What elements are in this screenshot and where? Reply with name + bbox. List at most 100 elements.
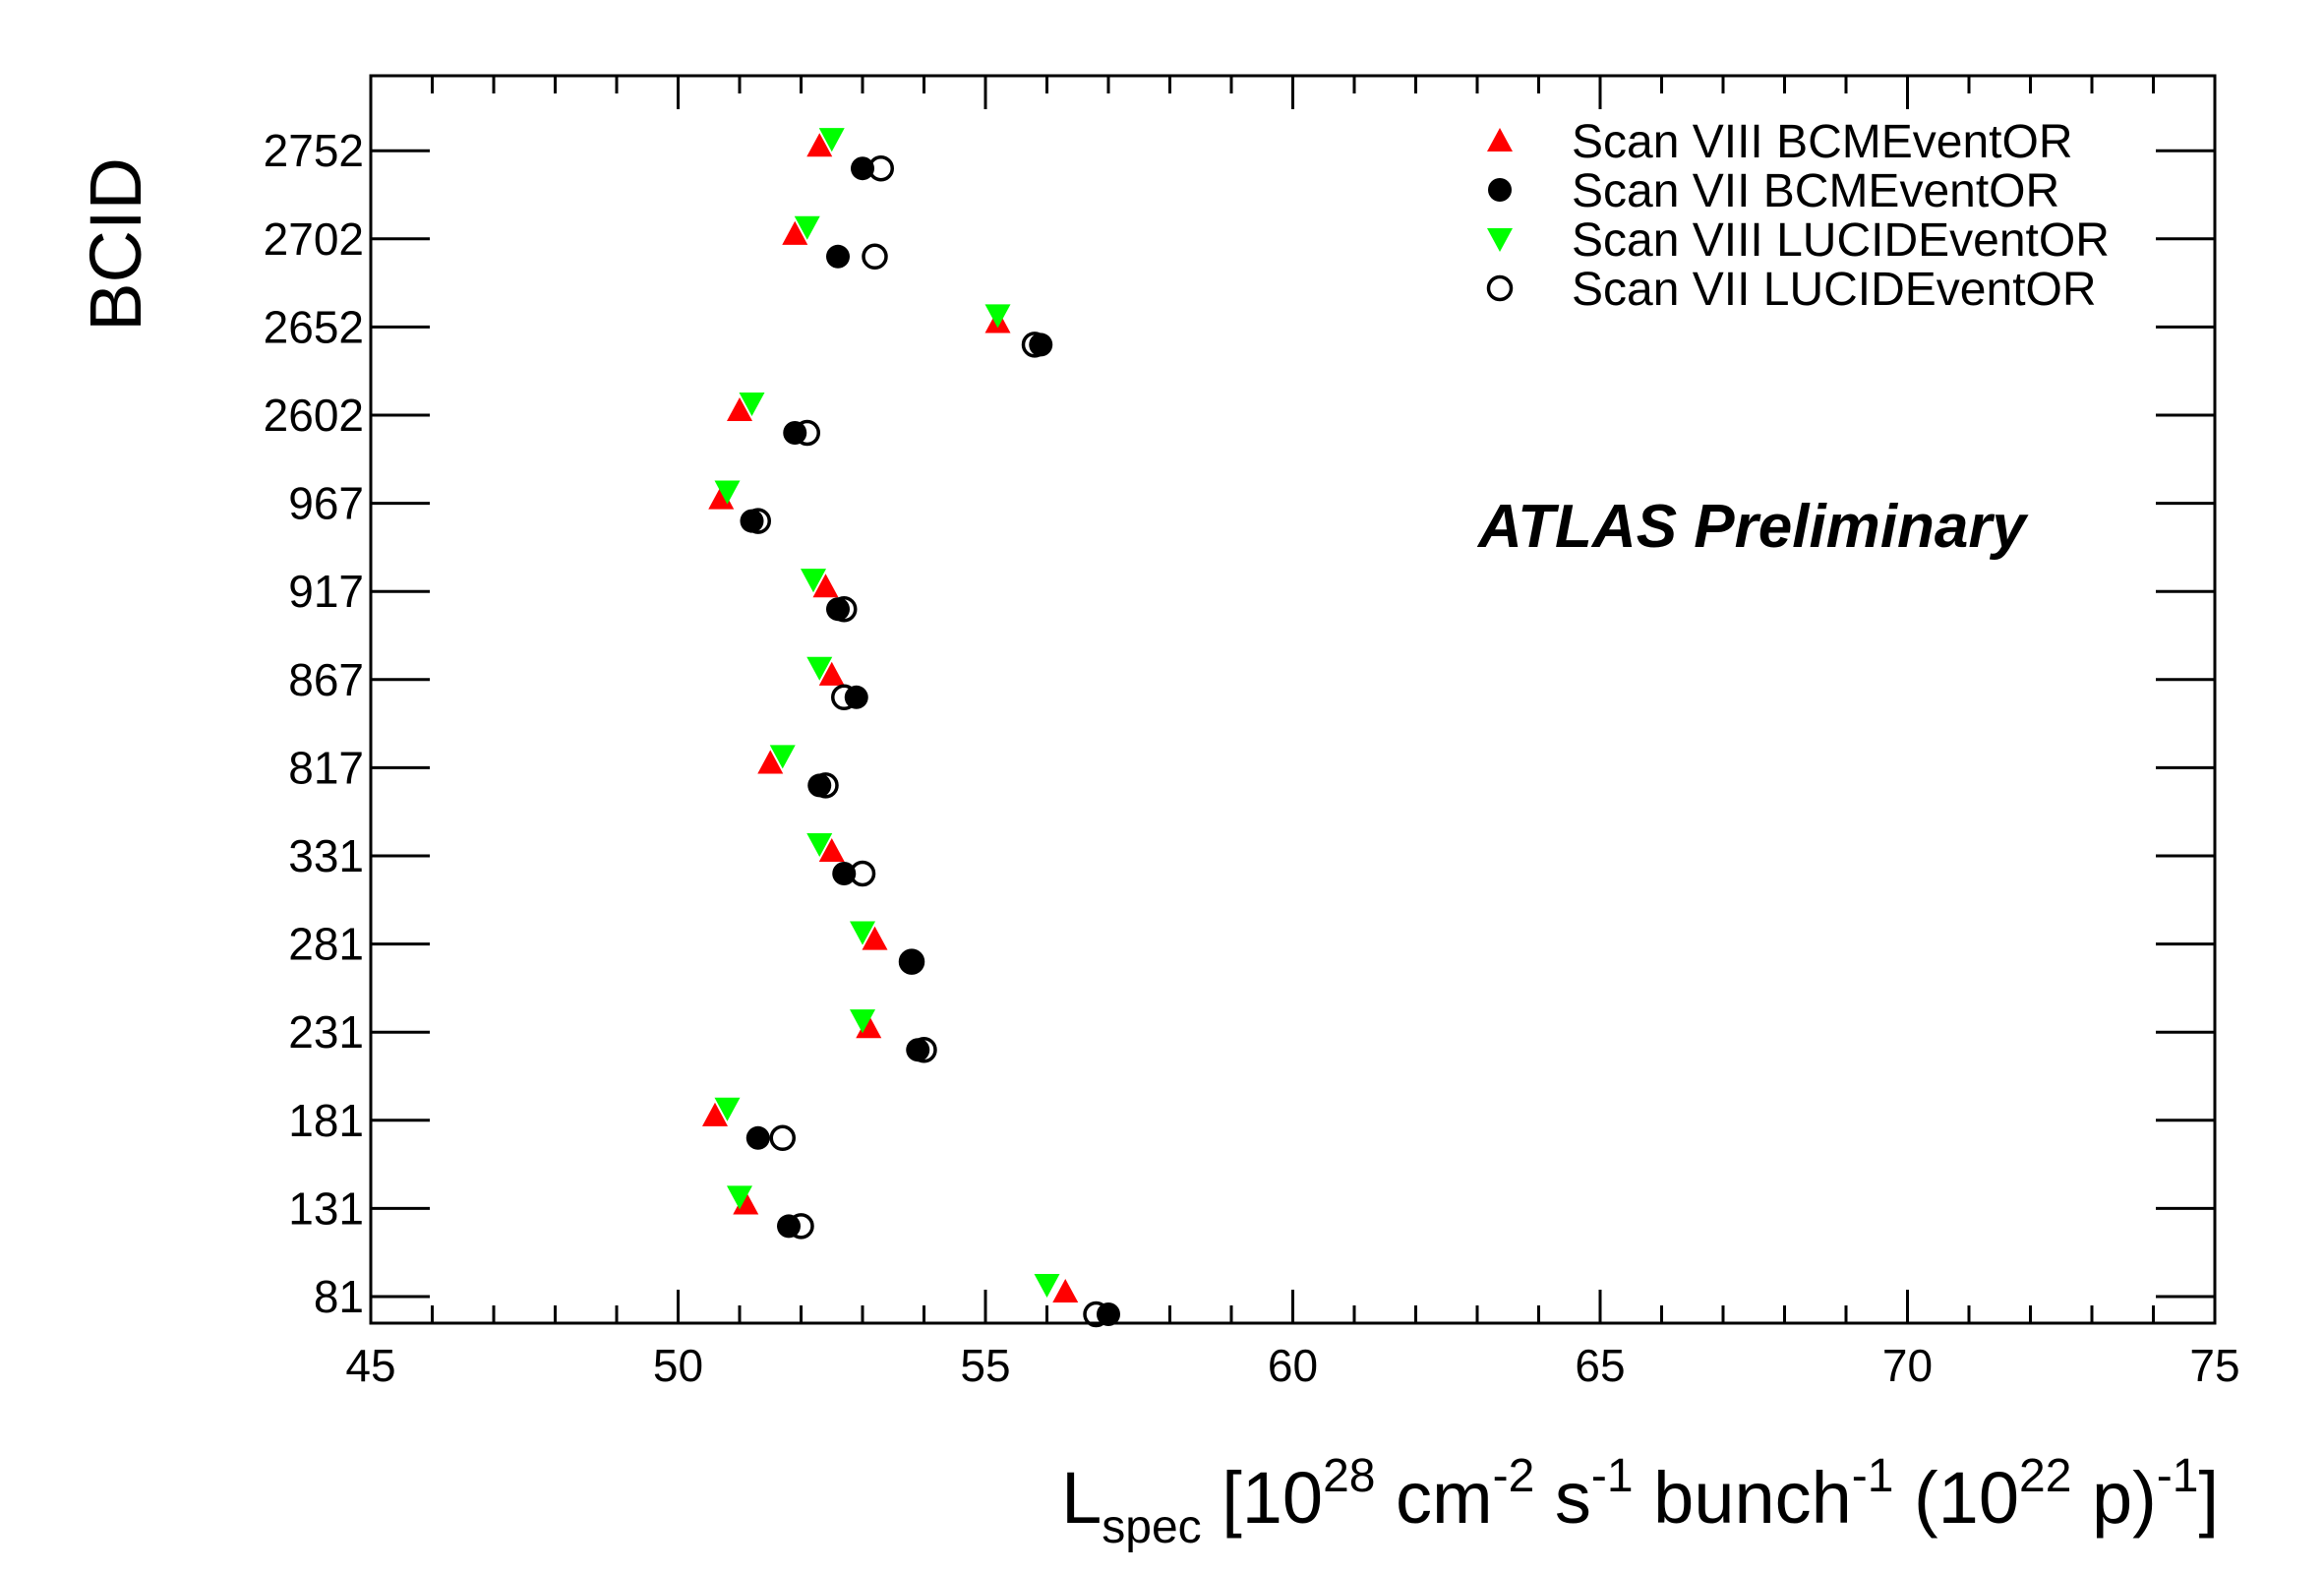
x-tick-label: 45 (345, 1340, 395, 1391)
data-point-circle-filled (851, 156, 874, 181)
legend-label: Scan VII LUCIDEventOR (1572, 264, 2097, 316)
x-title-p6: p) (2071, 1457, 2156, 1539)
x-title-p7: ] (2198, 1457, 2219, 1539)
data-point-circle-open (788, 1213, 814, 1240)
data-point-triangle-down (806, 656, 833, 681)
data-point-triangle-down (850, 1009, 875, 1034)
x-tick-label: 70 (1882, 1340, 1933, 1391)
data-point-circle-open (862, 243, 888, 271)
data-point-circle-open (831, 684, 858, 711)
x-title-p5: (10 (1893, 1457, 2019, 1539)
legend-label: Scan VIII LUCIDEventOR (1572, 214, 2110, 267)
data-point-circle-filled (1029, 333, 1053, 357)
y-tick-label: 2752 (264, 125, 364, 176)
legend-marker-triangle-up (1487, 128, 1513, 152)
x-tick-labels: 45 50 55 60 65 70 75 (345, 1340, 2239, 1391)
x-title-sup6: -1 (2157, 1450, 2199, 1502)
legend-marker-circle-open (1486, 274, 1514, 302)
data-point-circle-open (745, 508, 771, 534)
data-point-circle-filled (826, 244, 850, 269)
data-point-triangle-down (769, 745, 796, 769)
y-tick-label: 281 (288, 919, 364, 970)
data-point-triangle-down (714, 480, 741, 505)
y-tick-label: 967 (288, 478, 364, 529)
data-point-triangle-down (739, 392, 765, 416)
y-tick-label: 817 (288, 742, 364, 793)
x-title-sup1: 28 (1323, 1450, 1375, 1502)
data-point-triangle-down (850, 921, 875, 945)
data-point-circle-open (769, 1124, 796, 1152)
data-point-circle-open (812, 772, 839, 799)
y-tick-label: 181 (288, 1095, 364, 1146)
data-point-triangle-down (727, 1185, 752, 1210)
y-tick-labels: 81 131 181 231 281 331 817 867 917 967 2602 2652 270… (264, 125, 364, 1322)
data-point-triangle-up (812, 574, 839, 598)
data-point-circle-filled (832, 862, 857, 885)
data-point-triangle-up (818, 661, 845, 686)
data-point-circle-filled (807, 773, 832, 798)
data-point-circle-open (898, 948, 925, 975)
x-title-p2: cm (1375, 1457, 1492, 1539)
y-tick-label: 917 (288, 566, 364, 617)
data-point-triangle-down (794, 215, 820, 240)
x-tick-label: 55 (960, 1340, 1010, 1391)
x-title-sup5: 22 (2019, 1450, 2071, 1502)
x-tick-label: 50 (653, 1340, 703, 1391)
x-title-p4: bunch (1634, 1457, 1852, 1539)
y-tick-label: 2652 (264, 301, 364, 352)
data-point-circle-filled (900, 949, 924, 974)
data-point-circle-filled (906, 1038, 930, 1062)
data-point-triangle-down (714, 1097, 741, 1121)
data-point-triangle-down (801, 569, 826, 593)
x-tick-label: 75 (2189, 1340, 2239, 1391)
data-point-circle-open (911, 1036, 937, 1063)
data-point-circle-open (831, 595, 858, 623)
data-point-triangle-up (862, 926, 888, 950)
data-point-circle-open (794, 419, 820, 447)
data-point-triangle-up (806, 133, 833, 157)
data-point-circle-filled (740, 509, 764, 533)
x-title-sup3: -1 (1591, 1450, 1634, 1502)
x-title-main: L (1061, 1457, 1102, 1539)
atlas-preliminary-label: ATLAS Preliminary (1476, 493, 2030, 561)
x-title-p3: s (1534, 1457, 1591, 1539)
x-title-p1: [10 (1202, 1457, 1323, 1539)
data-point-triangle-down (1034, 1273, 1060, 1298)
data-point-triangle-up (702, 1102, 728, 1126)
data-point-circle-open (867, 154, 894, 182)
data-point-triangle-down (806, 832, 833, 857)
legend-marker-triangle-down (1487, 227, 1513, 252)
data-point-triangle-up (818, 838, 845, 863)
data-point-triangle-up (727, 397, 752, 422)
y-tick-label: 331 (288, 830, 364, 881)
data-point-circle-filled (745, 1125, 770, 1150)
y-tick-label: 131 (288, 1182, 364, 1234)
data-point-circle-open (849, 860, 876, 887)
legend-label: Scan VIII BCMEventOR (1572, 116, 2073, 168)
x-title-sup2: -2 (1493, 1450, 1535, 1502)
legend-label: Scan VII BCMEventOR (1572, 165, 2059, 217)
y-tick-label: 2702 (264, 213, 364, 265)
x-title-sup4: -1 (1852, 1450, 1894, 1502)
data-points (702, 128, 1120, 1328)
data-point-triangle-up (1052, 1279, 1079, 1303)
y-tick-label: 867 (288, 654, 364, 705)
legend-marker-circle-filled (1488, 178, 1512, 202)
data-point-triangle-up (757, 750, 784, 774)
data-point-triangle-up (782, 220, 808, 245)
x-title-sub: spec (1102, 1501, 1201, 1553)
data-point-circle-open (1021, 332, 1048, 358)
y-tick-label: 81 (314, 1271, 364, 1322)
data-point-circle-open (1083, 1301, 1109, 1328)
x-tick-label: 60 (1268, 1340, 1318, 1391)
y-tick-label: 231 (288, 1006, 364, 1058)
x-axis-title: Lspec [1028 cm-2 s-1 bunch-1 (1022 p)-1] (1061, 1450, 2219, 1553)
data-point-circle-filled (826, 597, 850, 622)
axis-ticks (369, 76, 2217, 1323)
data-point-triangle-down (984, 304, 1011, 329)
data-point-triangle-down (818, 128, 845, 152)
y-tick-label: 2602 (264, 390, 364, 441)
y-axis-title: BCID (75, 157, 156, 332)
